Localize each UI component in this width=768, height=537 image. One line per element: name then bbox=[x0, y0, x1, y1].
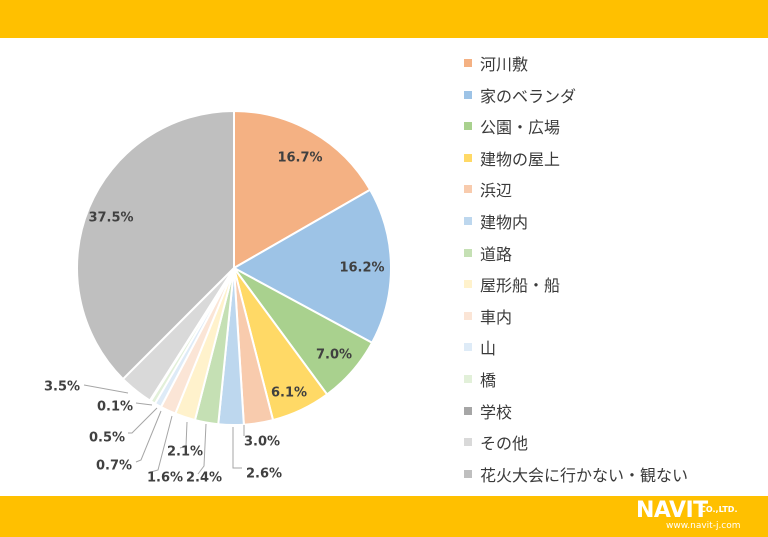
pie-data-label-3: 6.1% bbox=[271, 386, 307, 401]
legend-swatch bbox=[464, 122, 472, 131]
legend-swatch bbox=[464, 343, 472, 352]
legend-label: 公園・広場 bbox=[480, 118, 561, 138]
legend-swatch bbox=[464, 90, 472, 99]
legend-label: 山 bbox=[480, 339, 497, 359]
legend-label: 車内 bbox=[480, 307, 513, 327]
legend-item-0: 河川敷 bbox=[464, 52, 528, 74]
legend-item-13: 花火大会に行かない・観ない bbox=[464, 463, 688, 485]
legend-item-2: 公園・広場 bbox=[464, 115, 560, 137]
pie-data-label-10: 0.5% bbox=[89, 431, 125, 446]
bottom-banner bbox=[0, 496, 768, 537]
legend-swatch bbox=[464, 406, 472, 415]
legend-item-10: 橋 bbox=[464, 368, 496, 390]
legend-item-8: 車内 bbox=[464, 305, 512, 327]
legend-item-3: 建物の屋上 bbox=[464, 147, 560, 169]
pie-data-label-7: 2.1% bbox=[167, 445, 203, 460]
legend-label: 河川敷 bbox=[480, 55, 529, 74]
pie-data-label-0: 16.7% bbox=[277, 151, 322, 166]
legend-swatch bbox=[464, 153, 472, 162]
legend-label: 建物の屋上 bbox=[480, 149, 561, 169]
pie-data-label-5: 2.6% bbox=[246, 467, 282, 482]
pie-data-label-8: 1.6% bbox=[147, 471, 183, 486]
legend-swatch bbox=[464, 469, 472, 478]
pie-data-label-12: 3.5% bbox=[44, 380, 80, 395]
pie-leader-line-5 bbox=[232, 427, 242, 469]
pie-leader-line-6 bbox=[197, 423, 207, 475]
logo-company-suffix: CO.,LTD. bbox=[700, 505, 738, 514]
logo-text: NAVIT bbox=[636, 498, 708, 523]
legend-swatch bbox=[464, 311, 472, 320]
legend-label: 建物内 bbox=[480, 213, 529, 232]
pie-leader-line-11 bbox=[135, 402, 153, 406]
pie-slice-1 bbox=[231, 188, 392, 345]
legend-item-12: その他 bbox=[464, 431, 528, 453]
legend-label: 屋形船・船 bbox=[480, 276, 561, 296]
legend-swatch bbox=[464, 280, 472, 289]
navit-logo: NAVIT CO.,LTD. www.navit-j.com bbox=[636, 499, 760, 535]
pie-data-label-11: 0.1% bbox=[97, 400, 133, 415]
legend-swatch bbox=[464, 375, 472, 383]
pie-data-label-4: 3.0% bbox=[244, 435, 280, 450]
legend-label: 道路 bbox=[480, 244, 513, 264]
pie-leader-line-10 bbox=[128, 407, 158, 434]
pie-leader-line-8 bbox=[150, 415, 173, 473]
legend-swatch bbox=[464, 59, 472, 67]
pie-slice-0 bbox=[233, 109, 372, 270]
legend-swatch bbox=[464, 248, 472, 257]
legend-label: 浜辺 bbox=[480, 181, 513, 201]
logo-url: www.navit-j.com bbox=[666, 521, 741, 531]
legend-label: 花火大会に行かない・観ない bbox=[480, 465, 689, 485]
legend-item-5: 建物内 bbox=[464, 210, 528, 232]
pie-data-label-6: 2.4% bbox=[186, 471, 222, 486]
pie-leader-line-9 bbox=[135, 410, 162, 463]
top-banner bbox=[0, 0, 768, 38]
legend-label: その他 bbox=[480, 434, 529, 454]
legend-label: 橋 bbox=[480, 371, 497, 390]
pie-slice-13 bbox=[75, 109, 235, 381]
legend-item-9: 山 bbox=[464, 336, 496, 358]
legend-swatch bbox=[464, 217, 472, 225]
pie-data-label-9: 0.7% bbox=[96, 459, 132, 474]
pie-leader-line-7 bbox=[179, 421, 188, 449]
legend-item-7: 屋形船・船 bbox=[464, 273, 560, 295]
legend-label: 家のベランダ bbox=[480, 86, 577, 106]
legend-item-11: 学校 bbox=[464, 400, 512, 422]
legend-label: 学校 bbox=[480, 402, 513, 422]
legend-item-6: 道路 bbox=[464, 242, 512, 264]
legend-item-4: 浜辺 bbox=[464, 178, 512, 200]
legend-swatch bbox=[464, 185, 472, 194]
legend-item-1: 家のベランダ bbox=[464, 84, 576, 106]
pie-data-label-2: 7.0% bbox=[316, 348, 352, 363]
pie-chart: 16.7% 16.2% 7.0% 6.1% 3.0% 2.6% 2.4% 2.1% 1.6% 0.… bbox=[44, 109, 392, 486]
legend-swatch bbox=[464, 438, 472, 447]
pie-data-label-1: 16.2% bbox=[339, 261, 384, 276]
pie-leader-line-12 bbox=[83, 384, 129, 394]
pie-data-label-13: 37.5% bbox=[88, 211, 133, 226]
